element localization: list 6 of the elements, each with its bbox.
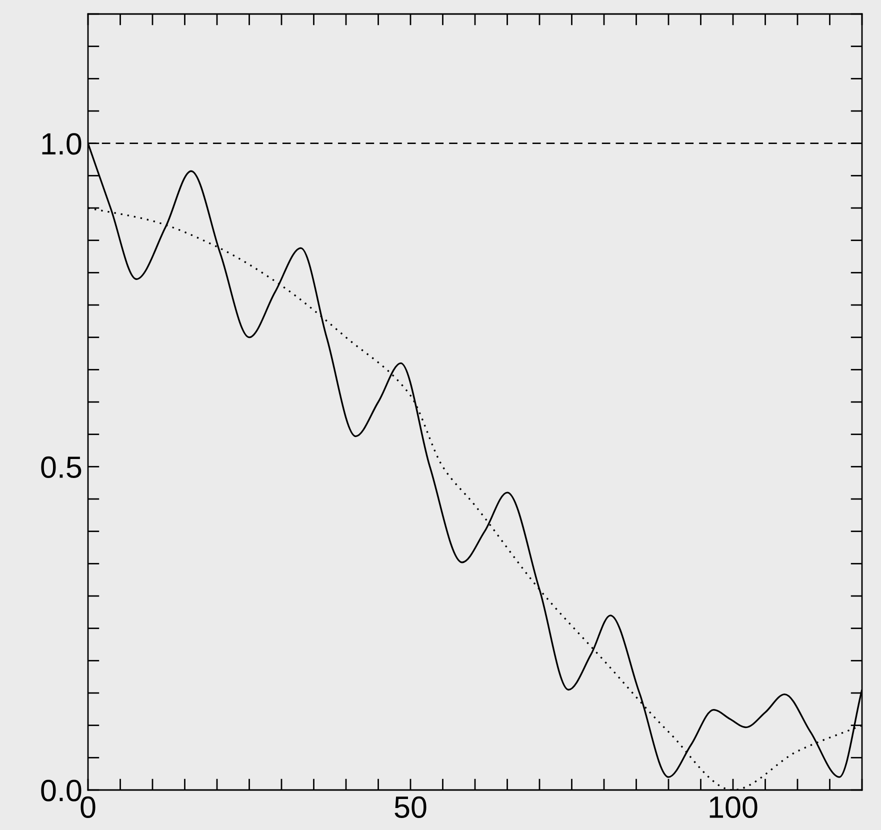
y-tick-label: 0.5 xyxy=(41,456,82,478)
y-tick-label: 1.0 xyxy=(42,133,82,155)
x-tick-label: 0 xyxy=(80,796,96,818)
x-tick-label: 50 xyxy=(394,796,426,818)
x-tick-label: 100 xyxy=(710,796,758,818)
y-tick-label: 0.0 xyxy=(41,780,82,802)
